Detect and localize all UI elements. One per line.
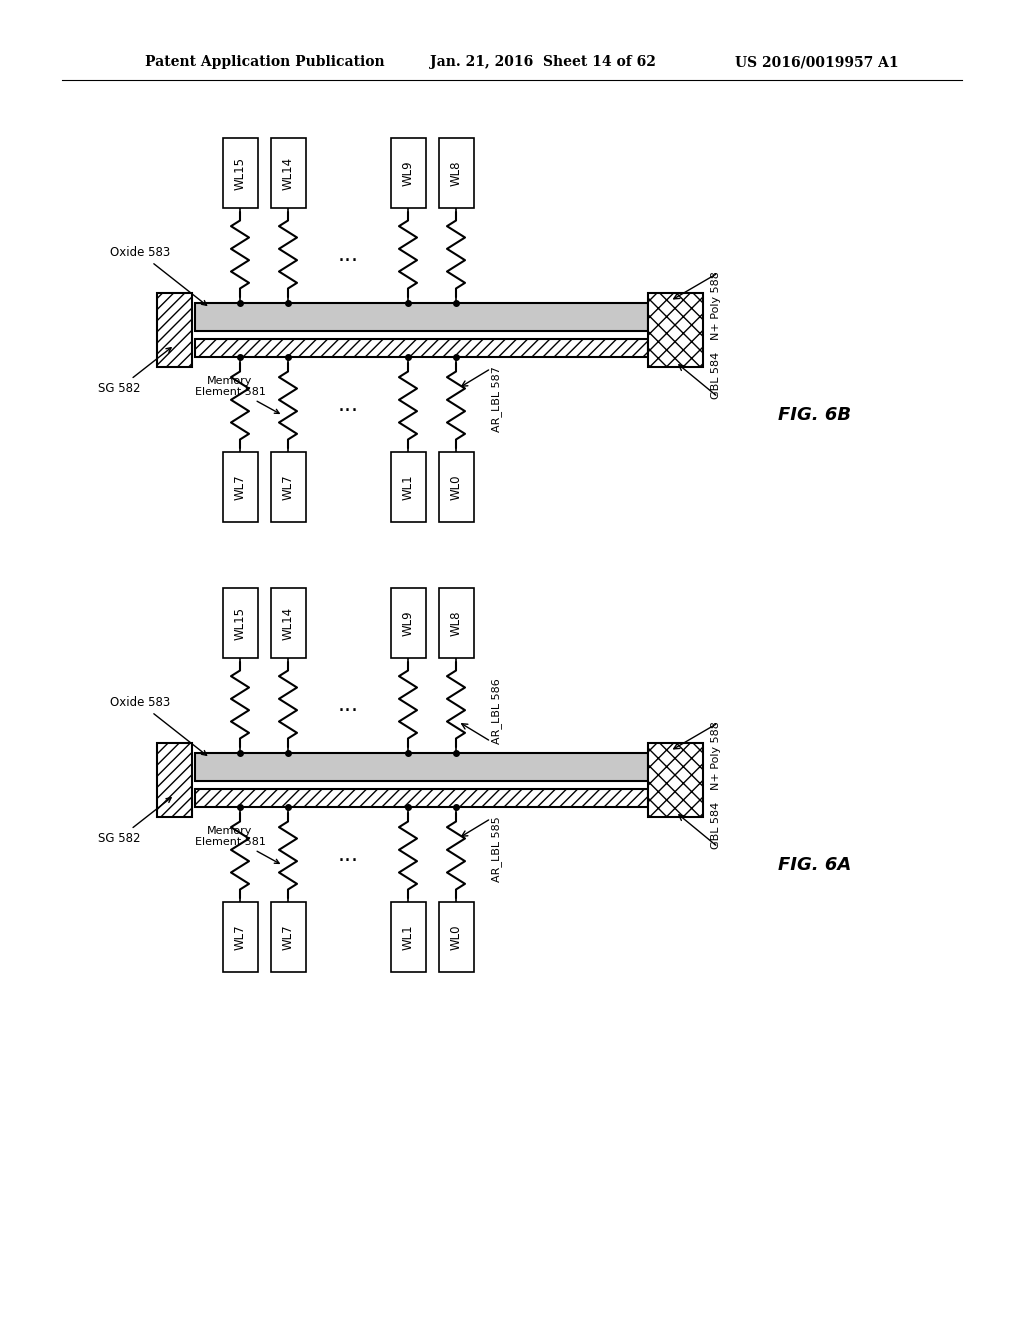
Bar [222, 139, 257, 209]
Bar [438, 451, 473, 521]
Bar [438, 902, 473, 972]
Bar [195, 752, 648, 781]
Bar [222, 902, 257, 972]
Bar [438, 587, 473, 657]
Text: US 2016/0019957 A1: US 2016/0019957 A1 [735, 55, 899, 69]
Bar [648, 293, 703, 367]
Text: WL14: WL14 [282, 157, 295, 190]
Bar [222, 451, 257, 521]
Text: WL7: WL7 [233, 924, 247, 950]
Text: Patent Application Publication: Patent Application Publication [145, 55, 385, 69]
Text: WL15: WL15 [233, 606, 247, 639]
Text: ...: ... [338, 845, 358, 865]
Text: WL1: WL1 [401, 474, 415, 500]
Text: FIG. 6B: FIG. 6B [778, 407, 851, 424]
Text: Memory
Element 581: Memory Element 581 [195, 825, 280, 863]
Bar [157, 293, 193, 367]
Text: WL7: WL7 [282, 474, 295, 500]
Text: WL9: WL9 [401, 610, 415, 636]
Text: Jan. 21, 2016  Sheet 14 of 62: Jan. 21, 2016 Sheet 14 of 62 [430, 55, 656, 69]
Text: WL7: WL7 [233, 474, 247, 500]
Text: WL8: WL8 [450, 160, 463, 186]
Text: N+ Poly 588: N+ Poly 588 [711, 721, 721, 789]
Text: WL1: WL1 [401, 924, 415, 950]
Bar [157, 743, 193, 817]
Text: AR_LBL 586: AR_LBL 586 [490, 677, 502, 743]
Bar [195, 304, 648, 331]
Text: WL14: WL14 [282, 606, 295, 640]
Text: WL8: WL8 [450, 610, 463, 636]
Bar [438, 139, 473, 209]
Text: GBL 584: GBL 584 [711, 801, 721, 849]
Text: SG 582: SG 582 [97, 347, 171, 395]
Bar [648, 743, 703, 817]
Text: WL7: WL7 [282, 924, 295, 950]
Text: GBL 584: GBL 584 [711, 351, 721, 399]
Bar [390, 139, 426, 209]
Bar [270, 587, 305, 657]
Text: Oxide 583: Oxide 583 [110, 696, 207, 755]
Bar [390, 902, 426, 972]
Text: WL0: WL0 [450, 924, 463, 950]
Bar [270, 902, 305, 972]
Text: WL9: WL9 [401, 160, 415, 186]
Bar [222, 587, 257, 657]
Bar [195, 789, 648, 807]
Text: N+ Poly 588: N+ Poly 588 [711, 271, 721, 339]
Bar [195, 339, 648, 356]
Text: ...: ... [338, 246, 358, 265]
Bar [270, 139, 305, 209]
Text: WL0: WL0 [450, 474, 463, 500]
Text: Memory
Element 581: Memory Element 581 [195, 375, 280, 413]
Text: ...: ... [338, 696, 358, 715]
Text: FIG. 6A: FIG. 6A [778, 855, 851, 874]
Text: AR_LBL 585: AR_LBL 585 [490, 817, 502, 882]
Bar [270, 451, 305, 521]
Bar [390, 451, 426, 521]
Text: AR_LBL 587: AR_LBL 587 [490, 367, 502, 433]
Text: ...: ... [338, 395, 358, 414]
Text: WL15: WL15 [233, 157, 247, 190]
Bar [390, 587, 426, 657]
Text: Oxide 583: Oxide 583 [110, 247, 207, 305]
Text: SG 582: SG 582 [97, 797, 171, 845]
